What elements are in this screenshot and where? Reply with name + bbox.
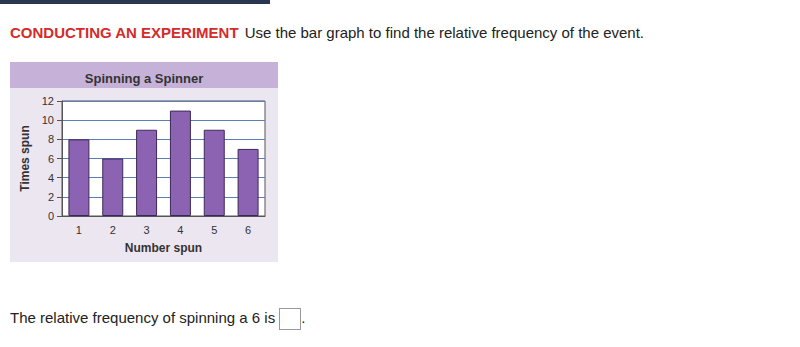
svg-text:12: 12 <box>42 95 54 107</box>
html-text:CONDUCTING AN EXPERIMENT Use t: CONDUCTING AN EXPERIMENT Use the bar gra… <box>10 24 644 41</box>
svg-text:8: 8 <box>48 133 54 145</box>
svg-text:6: 6 <box>245 224 251 236</box>
svg-text:5: 5 <box>211 224 217 236</box>
html-text:The relative frequency of spin: The relative frequency of spinning a 6 i… <box>10 309 276 326</box>
svg-text:6: 6 <box>48 153 54 165</box>
svg-text:Times spun: Times spun <box>18 125 32 191</box>
svg-text:Spinning a Spinner: Spinning a Spinner <box>85 71 203 86</box>
svg-text:Number spun: Number spun <box>125 241 202 255</box>
svg-text:10: 10 <box>42 114 54 126</box>
svg-text:3: 3 <box>144 224 150 236</box>
svg-text:0: 0 <box>48 210 54 222</box>
svg-text:4: 4 <box>48 172 54 184</box>
svg-text:2: 2 <box>110 224 116 236</box>
svg-text:4: 4 <box>177 224 183 236</box>
svg-text:2: 2 <box>48 191 54 203</box>
svg-text:1: 1 <box>76 224 82 236</box>
